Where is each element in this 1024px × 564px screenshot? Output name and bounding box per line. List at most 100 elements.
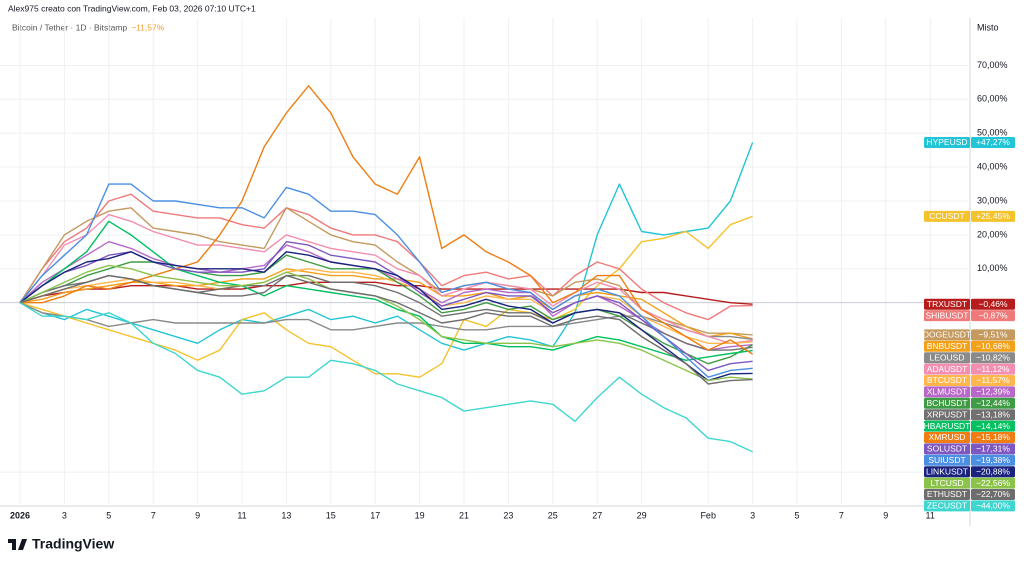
badge-value-bg <box>971 298 1015 310</box>
legend-label: LTCUSD <box>930 478 963 488</box>
legend-label: TRXUSDT <box>927 299 967 309</box>
series-line <box>19 183 753 378</box>
value-label: −22,56% <box>976 478 1010 488</box>
x-tick-label: 25 <box>548 510 558 520</box>
scale-mode: Misto <box>977 22 999 32</box>
x-tick-label: 7 <box>151 510 156 520</box>
series-line <box>19 215 753 378</box>
legend-label: ADAUSDT <box>927 364 968 374</box>
attribution: Alex975 creato con TradingView.com, Feb … <box>8 3 256 13</box>
x-tick-label: 11 <box>237 510 246 520</box>
badge-name-bg <box>924 136 970 148</box>
badge-value-bg <box>971 488 1015 500</box>
badge-value-bg <box>971 420 1015 432</box>
badge-name-bg <box>924 443 970 455</box>
value-label: −9,51% <box>978 330 1008 340</box>
badge-value-bg <box>971 397 1015 409</box>
y-tick-label: 10,00% <box>977 263 1008 273</box>
series-line <box>19 241 753 351</box>
series-line <box>19 264 753 382</box>
badge-name-bg <box>924 310 970 322</box>
badge-name-bg <box>924 431 970 443</box>
series-line <box>19 274 753 351</box>
y-tick-label: 40,00% <box>977 161 1008 171</box>
badge-value-bg <box>971 352 1015 364</box>
badge-name-bg <box>924 409 970 421</box>
series-line <box>19 254 753 365</box>
badge-name-bg <box>924 420 970 432</box>
series-line <box>19 302 753 453</box>
badge-name-bg <box>924 298 970 310</box>
x-tick-label: 3 <box>750 510 755 520</box>
legend-badge: SUIUSDT −19,38% <box>924 454 1015 466</box>
title-change: −11,57% <box>131 22 165 32</box>
badge-value-bg <box>971 477 1015 489</box>
legend-badge: XRPUSDT −13,18% <box>924 409 1015 421</box>
y-tick-label: 60,00% <box>977 94 1008 104</box>
series-line <box>19 281 753 305</box>
logo-icon <box>8 539 27 550</box>
legend-badge: ADAUSDT −11,12% <box>924 363 1015 375</box>
y-tick-label: 70,00% <box>977 60 1008 70</box>
badge-value-bg <box>971 443 1015 455</box>
value-label: −11,12% <box>976 364 1010 374</box>
value-label: −14,14% <box>976 421 1010 431</box>
x-tick-label: 3 <box>62 510 67 520</box>
legend-badge: CCUSDT +25,45% <box>924 210 1015 222</box>
value-label: −22,70% <box>976 489 1010 499</box>
legend-label: HYPEUSD <box>926 137 967 147</box>
badge-value-bg <box>971 136 1015 148</box>
value-label: −10,82% <box>976 352 1010 362</box>
x-tick-label: 21 <box>459 510 469 520</box>
value-label: −20,88% <box>976 466 1010 476</box>
legend-badge: LEOUSD −10,82% <box>924 352 1015 364</box>
badge-value-bg <box>971 340 1015 352</box>
legend-badge: XLMUSDT −12,39% <box>924 386 1015 398</box>
badge-name-bg <box>924 386 970 398</box>
x-tick-label: 29 <box>637 510 647 520</box>
legend-label: BCHUSDT <box>926 398 967 408</box>
x-tick-label: 13 <box>281 510 291 520</box>
legend-badge: LINKUSDT −20,88% <box>924 466 1015 478</box>
legend-label: LEOUSD <box>930 352 965 362</box>
value-label: −0,87% <box>978 310 1008 320</box>
y-tick-label: 20,00% <box>977 229 1008 239</box>
legend-badge: ETHUSDT −22,70% <box>924 488 1015 500</box>
series-line <box>19 251 753 382</box>
value-label: −12,44% <box>976 398 1010 408</box>
series-line <box>19 268 753 344</box>
series-line <box>19 274 753 385</box>
series-line <box>19 142 754 351</box>
legend-badge: DOGEUSDT −9,51% <box>923 329 1015 341</box>
legend-badge: XMRUSD −15,18% <box>924 431 1015 443</box>
badge-value-bg <box>971 454 1015 466</box>
legend-badge: BTCUSDT −11,57% <box>924 374 1015 386</box>
x-tick-label: 5 <box>794 510 799 520</box>
logo: TradingView <box>8 536 114 552</box>
x-tick-label: Feb <box>700 510 716 520</box>
badge-value-bg <box>971 500 1015 512</box>
legend-badge: SOLUSDT −17,31% <box>924 443 1015 455</box>
badge-value-bg <box>971 409 1015 421</box>
value-label: −0,46% <box>978 299 1008 309</box>
legend-label: LINKUSDT <box>926 466 968 476</box>
badge-name-bg <box>924 488 970 500</box>
legend-badge: SHIBUSDT −0,87% <box>924 310 1015 322</box>
value-label: −19,38% <box>976 455 1010 465</box>
legend-label: SOLUSDT <box>927 444 967 454</box>
logo-text: TradingView <box>32 536 114 552</box>
badge-name-bg <box>924 500 970 512</box>
series-line <box>19 220 753 361</box>
legend-label: BTCUSDT <box>927 375 967 385</box>
legend-badge: BCHUSDT −12,44% <box>924 397 1015 409</box>
legend-label: SHIBUSDT <box>926 310 969 320</box>
x-tick-label: 2026 <box>10 510 30 520</box>
y-tick-label: 50,00% <box>977 128 1008 138</box>
x-tick-label: 23 <box>503 510 513 520</box>
value-label: −10,68% <box>976 341 1010 351</box>
badge-name-bg <box>924 352 970 364</box>
x-tick-label: 15 <box>326 510 336 520</box>
lines <box>19 85 754 453</box>
badge-value-bg <box>971 386 1015 398</box>
